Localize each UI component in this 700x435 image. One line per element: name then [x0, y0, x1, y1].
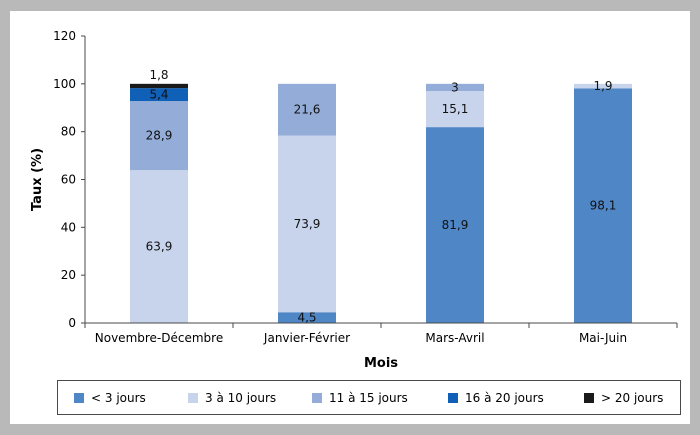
legend-label: 3 à 10 jours: [205, 391, 277, 405]
bar-segment: [278, 83, 336, 136]
bar-segment: [130, 83, 188, 89]
y-axis-title: Taux (%): [30, 148, 45, 211]
bars-layer: [130, 83, 632, 323]
bar-segment: [426, 127, 484, 323]
data-label: 5,4: [149, 88, 168, 102]
bar-segment: [278, 135, 336, 313]
data-label: 4,5: [297, 311, 316, 325]
y-tick-label: 20: [61, 268, 76, 282]
legend-label: 16 à 20 jours: [465, 391, 544, 405]
x-tick-label: Mars-Avril: [425, 331, 484, 345]
data-label: 63,9: [146, 240, 173, 254]
legend-label: > 20 jours: [601, 391, 664, 405]
data-label: 21,6: [294, 103, 321, 117]
legend-swatch: [188, 393, 198, 403]
legend-swatch: [74, 393, 84, 403]
bar-segment: [426, 91, 484, 128]
data-label: 15,1: [442, 102, 469, 116]
data-label: 1,9: [593, 79, 612, 93]
data-label: 81,9: [442, 218, 469, 232]
chart-plot: 63,9 28,9 5,4 1,8 4,5 73,9 21,6 81,9 15,1 3 98,1 1,…: [30, 29, 678, 371]
x-axis-title: Mois: [364, 356, 398, 371]
legend: < 3 jours 3 à 10 jours 11 à 15 jours 16 à 2…: [57, 380, 681, 415]
axes-layer: 0 20 40 60 80 100 120 Novembre-Décembre Janvier-…: [30, 29, 678, 371]
x-tick-label: Janvier-Février: [263, 331, 350, 345]
bar-segment: [130, 101, 188, 171]
legend-swatch: [584, 393, 594, 403]
legend-swatch: [448, 393, 458, 403]
data-label: 73,9: [294, 217, 321, 231]
legend-label: 11 à 15 jours: [329, 391, 408, 405]
data-label: 28,9: [146, 129, 173, 143]
data-label: 1,8: [149, 68, 168, 82]
y-tick-label: 0: [68, 316, 76, 330]
bar-segment: [130, 170, 188, 323]
y-tick-label: 100: [53, 77, 76, 91]
y-tick-label: 80: [61, 125, 76, 139]
y-tick-label: 60: [61, 173, 76, 187]
data-label: 3: [451, 80, 459, 94]
bar-segment: [130, 88, 188, 102]
chart-frame: 63,9 28,9 5,4 1,8 4,5 73,9 21,6 81,9 15,1 3 98,1 1,…: [10, 11, 690, 424]
y-tick-label: 120: [53, 29, 76, 43]
data-labels-layer: 63,9 28,9 5,4 1,8 4,5 73,9 21,6 81,9 15,1 3 98,1 1,…: [146, 68, 617, 325]
bar-segment: [574, 88, 632, 323]
data-label: 98,1: [590, 199, 617, 213]
bar-segment: [574, 83, 632, 89]
bar-segment: [278, 312, 336, 323]
x-tick-label: Mai-Juin: [579, 331, 627, 345]
x-tick-label: Novembre-Décembre: [95, 331, 223, 345]
legend-label: < 3 jours: [91, 391, 146, 405]
bar-segment: [426, 83, 484, 92]
y-tick-label: 40: [61, 220, 76, 234]
legend-swatch: [312, 393, 322, 403]
